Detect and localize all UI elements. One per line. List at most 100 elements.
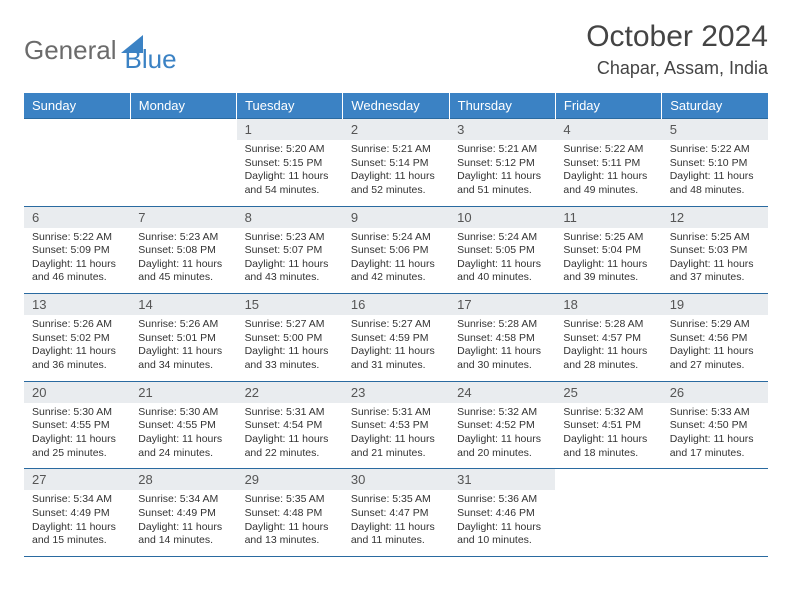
- day-detail-line: Sunrise: 5:25 AM: [563, 231, 653, 245]
- calendar-cell: 5Sunrise: 5:22 AMSunset: 5:10 PMDaylight…: [662, 119, 768, 207]
- brand-part2: Blue: [125, 44, 177, 75]
- day-detail-line: Sunset: 4:52 PM: [457, 419, 547, 433]
- day-detail-line: and 15 minutes.: [32, 534, 122, 548]
- empty-day: [24, 119, 130, 197]
- day-detail-line: and 37 minutes.: [670, 271, 760, 285]
- brand-part1: General: [24, 35, 117, 66]
- day-detail-line: Daylight: 11 hours: [245, 433, 335, 447]
- day-detail-line: Sunrise: 5:27 AM: [245, 318, 335, 332]
- day-detail-line: Sunrise: 5:28 AM: [563, 318, 653, 332]
- day-detail-line: and 27 minutes.: [670, 359, 760, 373]
- weekday-header: Saturday: [662, 93, 768, 119]
- day-detail-line: Daylight: 11 hours: [457, 258, 547, 272]
- day-detail-line: Daylight: 11 hours: [138, 433, 228, 447]
- day-number: 20: [24, 382, 130, 403]
- day-detail-line: and 45 minutes.: [138, 271, 228, 285]
- day-detail-line: and 24 minutes.: [138, 447, 228, 461]
- calendar-cell: 28Sunrise: 5:34 AMSunset: 4:49 PMDayligh…: [130, 469, 236, 557]
- location: Chapar, Assam, India: [586, 58, 768, 79]
- day-detail-line: Daylight: 11 hours: [138, 345, 228, 359]
- calendar-cell: 19Sunrise: 5:29 AMSunset: 4:56 PMDayligh…: [662, 294, 768, 382]
- day-detail-line: Sunset: 5:15 PM: [245, 157, 335, 171]
- day-details: Sunrise: 5:24 AMSunset: 5:06 PMDaylight:…: [343, 228, 449, 294]
- day-detail-line: Sunset: 4:51 PM: [563, 419, 653, 433]
- day-details: Sunrise: 5:29 AMSunset: 4:56 PMDaylight:…: [662, 315, 768, 381]
- day-detail-line: Daylight: 11 hours: [32, 521, 122, 535]
- day-detail-line: Sunrise: 5:31 AM: [245, 406, 335, 420]
- day-detail-line: and 25 minutes.: [32, 447, 122, 461]
- day-number: 26: [662, 382, 768, 403]
- calendar-cell: 8Sunrise: 5:23 AMSunset: 5:07 PMDaylight…: [237, 206, 343, 294]
- day-number: 5: [662, 119, 768, 140]
- calendar-cell: 30Sunrise: 5:35 AMSunset: 4:47 PMDayligh…: [343, 469, 449, 557]
- day-detail-line: Daylight: 11 hours: [245, 345, 335, 359]
- calendar-cell: 21Sunrise: 5:30 AMSunset: 4:55 PMDayligh…: [130, 381, 236, 469]
- calendar-cell: 17Sunrise: 5:28 AMSunset: 4:58 PMDayligh…: [449, 294, 555, 382]
- day-detail-line: Sunrise: 5:35 AM: [351, 493, 441, 507]
- day-detail-line: Sunset: 5:00 PM: [245, 332, 335, 346]
- weekday-header: Thursday: [449, 93, 555, 119]
- day-detail-line: and 51 minutes.: [457, 184, 547, 198]
- empty-day: [130, 119, 236, 197]
- day-number: 19: [662, 294, 768, 315]
- calendar-cell: 18Sunrise: 5:28 AMSunset: 4:57 PMDayligh…: [555, 294, 661, 382]
- calendar-cell: 10Sunrise: 5:24 AMSunset: 5:05 PMDayligh…: [449, 206, 555, 294]
- calendar-body: 1Sunrise: 5:20 AMSunset: 5:15 PMDaylight…: [24, 119, 768, 557]
- day-number: 30: [343, 469, 449, 490]
- day-number: 1: [237, 119, 343, 140]
- day-detail-line: and 36 minutes.: [32, 359, 122, 373]
- day-detail-line: and 52 minutes.: [351, 184, 441, 198]
- day-detail-line: and 54 minutes.: [245, 184, 335, 198]
- day-details: Sunrise: 5:21 AMSunset: 5:14 PMDaylight:…: [343, 140, 449, 206]
- weekday-header: Tuesday: [237, 93, 343, 119]
- day-details: Sunrise: 5:32 AMSunset: 4:52 PMDaylight:…: [449, 403, 555, 469]
- day-detail-line: Sunrise: 5:33 AM: [670, 406, 760, 420]
- calendar-cell: [130, 119, 236, 207]
- day-detail-line: Sunset: 4:49 PM: [138, 507, 228, 521]
- day-detail-line: Sunset: 4:48 PM: [245, 507, 335, 521]
- day-number: 10: [449, 207, 555, 228]
- day-detail-line: Sunrise: 5:36 AM: [457, 493, 547, 507]
- day-detail-line: and 46 minutes.: [32, 271, 122, 285]
- day-detail-line: Sunset: 4:58 PM: [457, 332, 547, 346]
- day-details: Sunrise: 5:22 AMSunset: 5:11 PMDaylight:…: [555, 140, 661, 206]
- day-details: Sunrise: 5:27 AMSunset: 5:00 PMDaylight:…: [237, 315, 343, 381]
- calendar-cell: 13Sunrise: 5:26 AMSunset: 5:02 PMDayligh…: [24, 294, 130, 382]
- weekday-header: Wednesday: [343, 93, 449, 119]
- day-detail-line: Sunrise: 5:21 AM: [457, 143, 547, 157]
- weekday-header-row: SundayMondayTuesdayWednesdayThursdayFrid…: [24, 93, 768, 119]
- day-number: 12: [662, 207, 768, 228]
- calendar-cell: 4Sunrise: 5:22 AMSunset: 5:11 PMDaylight…: [555, 119, 661, 207]
- month-title: October 2024: [586, 20, 768, 54]
- weekday-header: Friday: [555, 93, 661, 119]
- calendar-cell: [662, 469, 768, 557]
- day-number: 3: [449, 119, 555, 140]
- calendar-cell: 6Sunrise: 5:22 AMSunset: 5:09 PMDaylight…: [24, 206, 130, 294]
- day-detail-line: Sunset: 5:06 PM: [351, 244, 441, 258]
- day-detail-line: Sunset: 5:10 PM: [670, 157, 760, 171]
- day-detail-line: Sunset: 4:56 PM: [670, 332, 760, 346]
- day-details: Sunrise: 5:25 AMSunset: 5:04 PMDaylight:…: [555, 228, 661, 294]
- day-detail-line: Sunset: 5:09 PM: [32, 244, 122, 258]
- calendar-cell: 27Sunrise: 5:34 AMSunset: 4:49 PMDayligh…: [24, 469, 130, 557]
- calendar-row: 27Sunrise: 5:34 AMSunset: 4:49 PMDayligh…: [24, 469, 768, 557]
- calendar-row: 6Sunrise: 5:22 AMSunset: 5:09 PMDaylight…: [24, 206, 768, 294]
- day-detail-line: Sunset: 4:55 PM: [32, 419, 122, 433]
- day-details: Sunrise: 5:36 AMSunset: 4:46 PMDaylight:…: [449, 490, 555, 556]
- calendar-cell: 7Sunrise: 5:23 AMSunset: 5:08 PMDaylight…: [130, 206, 236, 294]
- calendar-row: 1Sunrise: 5:20 AMSunset: 5:15 PMDaylight…: [24, 119, 768, 207]
- day-detail-line: Daylight: 11 hours: [351, 433, 441, 447]
- day-detail-line: Sunrise: 5:24 AM: [351, 231, 441, 245]
- day-detail-line: Daylight: 11 hours: [563, 258, 653, 272]
- day-detail-line: Daylight: 11 hours: [670, 258, 760, 272]
- day-detail-line: Sunrise: 5:30 AM: [32, 406, 122, 420]
- day-details: Sunrise: 5:22 AMSunset: 5:09 PMDaylight:…: [24, 228, 130, 294]
- day-detail-line: Daylight: 11 hours: [138, 521, 228, 535]
- empty-day: [662, 469, 768, 547]
- day-detail-line: and 42 minutes.: [351, 271, 441, 285]
- day-detail-line: Daylight: 11 hours: [32, 433, 122, 447]
- day-detail-line: Sunrise: 5:24 AM: [457, 231, 547, 245]
- day-detail-line: Sunset: 5:12 PM: [457, 157, 547, 171]
- day-detail-line: Sunrise: 5:31 AM: [351, 406, 441, 420]
- day-details: Sunrise: 5:21 AMSunset: 5:12 PMDaylight:…: [449, 140, 555, 206]
